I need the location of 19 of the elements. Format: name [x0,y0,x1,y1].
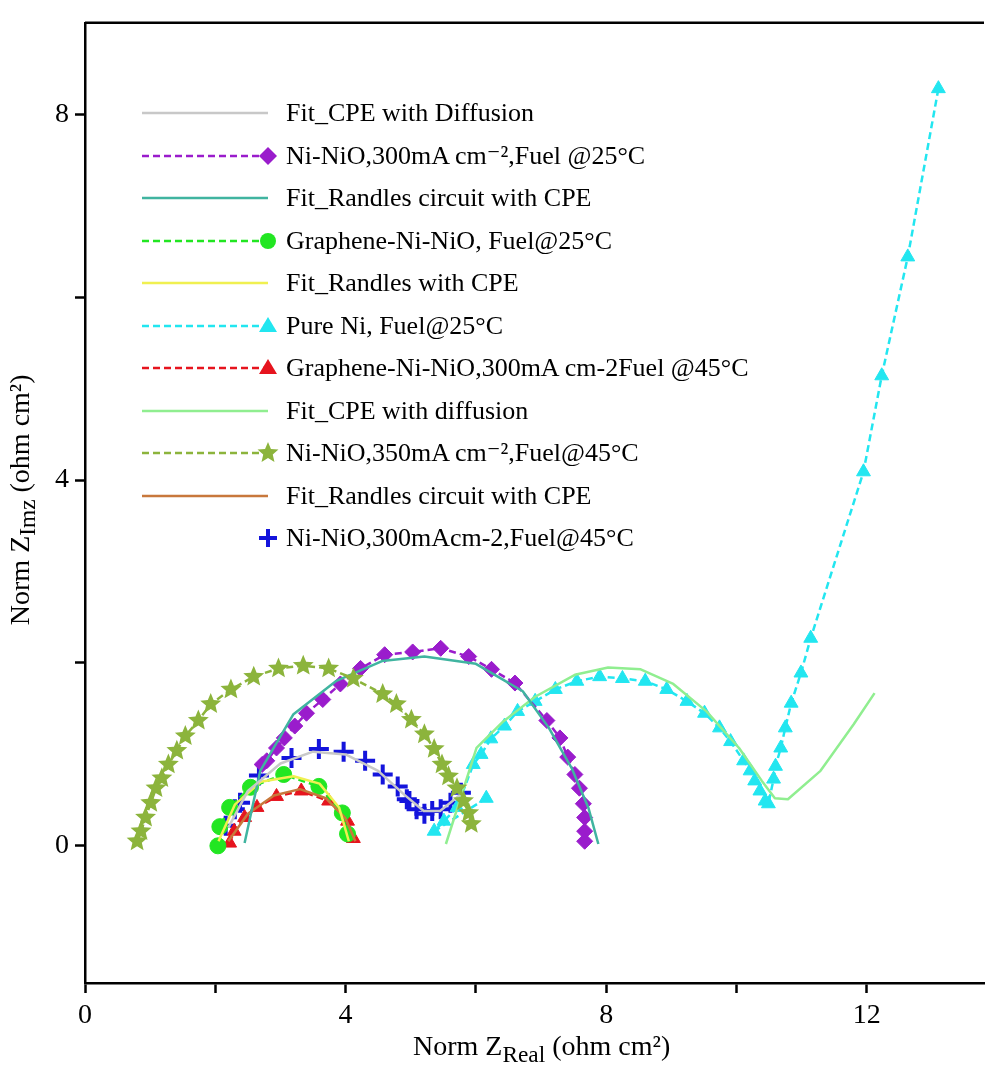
x-axis-title: Norm Z$_{Real}$ (ohm cm²) [413,1030,671,1068]
y-tick-label: 4 [55,462,69,494]
legend-label: Ni-NiO,300mAcm-2,Fuel@45°C [286,522,634,554]
legend-label: Ni-NiO,350mA cm⁻²,Fuel@45°C [286,437,639,469]
x-tick-label: 8 [599,998,614,1030]
legend-label: Fit_Randles circuit with CPE [286,182,592,214]
x-tick-label: 12 [852,998,881,1030]
legend-label: Fit_Randles with CPE [286,267,519,299]
legend-label: Fit_Randles circuit with CPE [286,479,592,512]
legend-label: Pure Ni, Fuel@25°C [286,309,504,342]
legend-label: Fit_CPE with Diffusion [286,97,535,129]
y-tick-label: 0 [55,828,69,860]
x-tick-label: 4 [338,998,353,1030]
legend-label: Graphene-Ni-NiO,300mA cm-2Fuel @45°C [286,352,749,384]
legend-label: Fit_CPE with diffusion [286,394,529,427]
y-tick-label: 8 [55,96,69,128]
legend-label: Ni-NiO,300mA cm⁻²,Fuel @25°C [286,139,646,172]
x-tick-label: 0 [78,998,92,1030]
legend-label: Graphene-Ni-NiO, Fuel@25°C [286,224,613,257]
